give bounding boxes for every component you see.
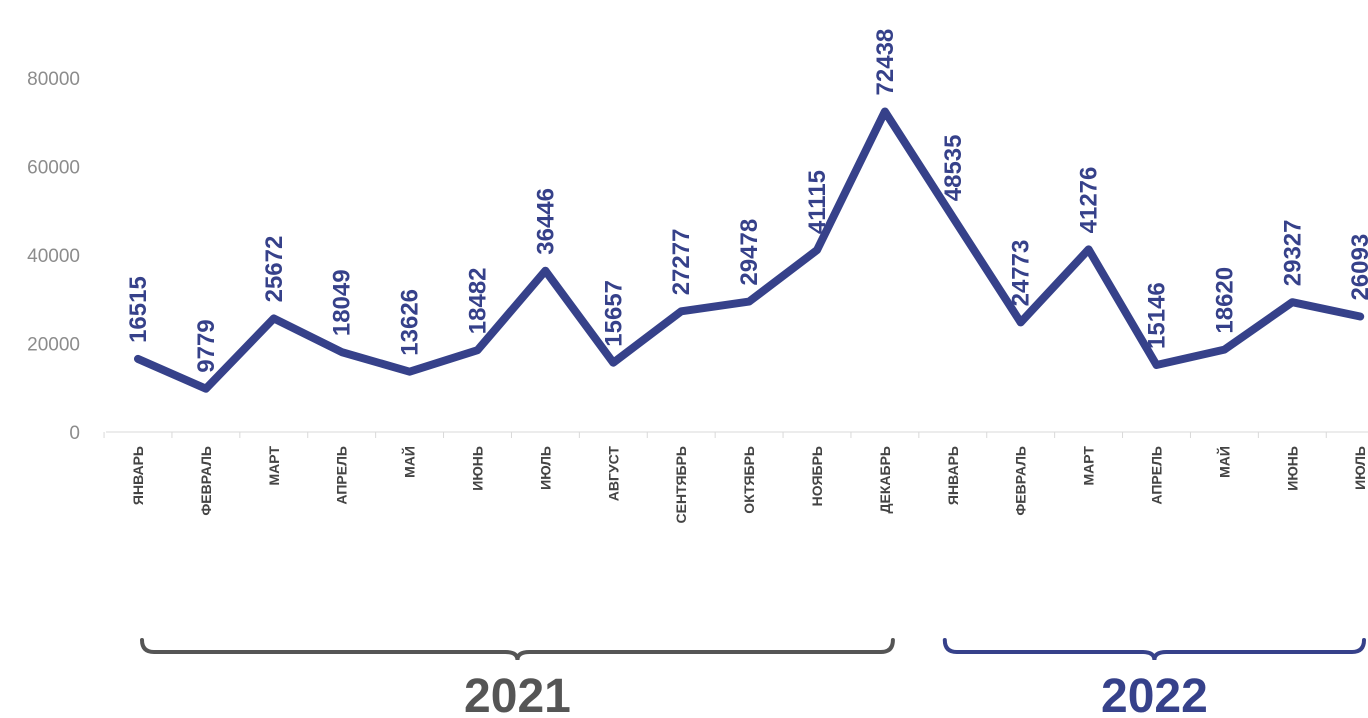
data-label: 29478 <box>736 219 763 286</box>
year-groups: 2021 2022 <box>140 638 1366 718</box>
year-brace-2021 <box>140 638 895 661</box>
x-tick-label: ДЕКАБРЬ <box>877 446 893 513</box>
x-tick-label: ИЮЛЬ <box>1352 446 1368 490</box>
data-label: 29327 <box>1279 219 1306 286</box>
x-tick-label: АПРЕЛЬ <box>1149 446 1165 505</box>
year-label-2022: 2022 <box>1101 670 1208 718</box>
series-line <box>134 107 1365 393</box>
data-label: 48535 <box>940 134 967 201</box>
data-label: 18482 <box>465 267 492 334</box>
x-tick-label: СЕНТЯБРЬ <box>673 446 689 523</box>
y-tick-label: 40000 <box>27 246 80 267</box>
x-tick-label: МАЙ <box>401 446 418 478</box>
data-label: 9779 <box>193 319 220 372</box>
data-label: 24773 <box>1008 240 1035 307</box>
data-label: 25672 <box>261 236 288 303</box>
x-tick-label: МАРТ <box>266 446 282 486</box>
data-labels: 16515 9779 25672 18049 13626 18482 36446 15657 2… <box>125 29 1368 373</box>
data-label: 15657 <box>600 280 627 347</box>
data-label: 18049 <box>329 269 356 336</box>
x-tick-label: НОЯБРЬ <box>809 446 825 506</box>
y-axis: 0 20000 40000 60000 80000 <box>27 69 80 444</box>
x-tick-label: ОКТЯБРЬ <box>741 446 757 514</box>
data-label: 26093 <box>1347 234 1368 301</box>
x-tick-label: ИЮЛЬ <box>537 446 553 490</box>
year-label-2021: 2021 <box>464 670 571 718</box>
y-tick-label: 0 <box>69 423 80 444</box>
y-tick-label: 60000 <box>27 158 80 179</box>
data-label: 18620 <box>1211 267 1238 334</box>
year-brace-2022 <box>942 638 1366 661</box>
data-label: 72438 <box>872 29 899 96</box>
data-label: 13626 <box>397 289 424 356</box>
x-tick-label: ИЮНЬ <box>470 446 486 491</box>
data-label: 16515 <box>125 276 152 343</box>
x-tick-label: АВГУСТ <box>605 446 621 502</box>
x-tick-label: ФЕВРАЛЬ <box>198 446 214 516</box>
x-axis: ЯНВАРЬ ФЕВРАЛЬ МАРТ АПРЕЛЬ МАЙ ИЮНЬ ИЮЛЬ АВГУСТ… <box>103 432 1368 523</box>
x-tick-label: ФЕВРАЛЬ <box>1013 446 1029 516</box>
x-tick-label: МАРТ <box>1081 446 1097 486</box>
y-tick-label: 80000 <box>27 69 80 90</box>
data-label: 15146 <box>1144 282 1171 349</box>
data-label: 41115 <box>804 170 831 234</box>
x-tick-label: МАЙ <box>1215 446 1232 478</box>
data-label: 36446 <box>532 188 559 255</box>
y-tick-label: 20000 <box>27 335 80 356</box>
data-label: 41276 <box>1076 167 1103 234</box>
x-tick-label: ЯНВАРЬ <box>130 446 146 505</box>
data-label: 27277 <box>668 229 695 296</box>
x-tick-label: АПРЕЛЬ <box>334 446 350 505</box>
x-tick-label: ЯНВАРЬ <box>945 446 961 505</box>
x-tick-label: ИЮНЬ <box>1284 446 1300 491</box>
